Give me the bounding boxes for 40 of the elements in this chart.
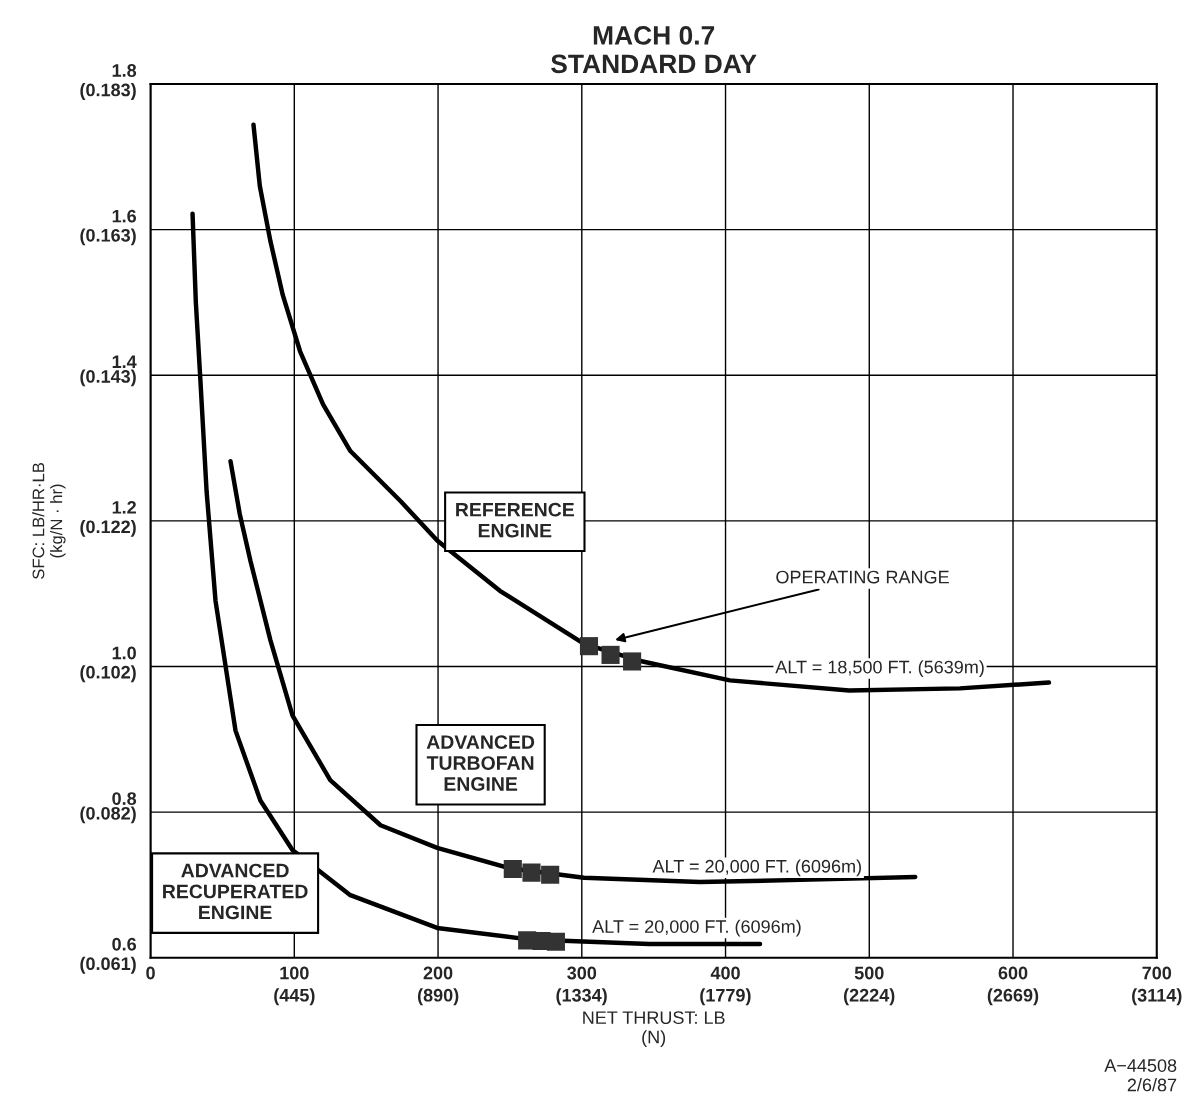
y2-tick-label: (0.143)	[80, 369, 136, 387]
y-tick-label: 1.0	[112, 646, 136, 660]
y2-tick-label: (0.082)	[80, 806, 136, 824]
y-tick-label: 1.4	[112, 355, 137, 368]
y2-tick-label: (0.163)	[80, 228, 136, 246]
x2-tick-label: (2224)	[843, 988, 895, 1006]
x2-tick-label: (890)	[417, 988, 459, 1006]
annotation: ADVANCED RECUPERATED ENGINE	[163, 863, 308, 920]
annotation: REFERENCE ENGINE	[456, 502, 575, 538]
annotation: OPERATING RANGE	[776, 570, 949, 584]
x2-tick-label: (1779)	[700, 988, 751, 1006]
x-tick-label: 600	[998, 966, 1028, 980]
y-tick-label: 1.8	[112, 64, 137, 77]
y2-tick-label: (0.061)	[80, 956, 136, 974]
x2-tick-label: (2669)	[987, 988, 1039, 1006]
chart-title: MACH 0.7 STANDARD DAY	[551, 26, 757, 74]
x2-tick-label: (445)	[274, 988, 315, 1006]
x-tick-label: 0	[146, 966, 155, 980]
y-tick-label: 1.2	[112, 500, 136, 514]
y2-tick-label: (0.102)	[80, 665, 136, 683]
text: A−44508 2/6/87	[1104, 1059, 1177, 1092]
y2-axis-title: SFC: LB/HR·LB (kg/N · hr)	[32, 463, 66, 579]
y2-tick-label: (0.122)	[80, 519, 136, 537]
x-tick-label: 500	[854, 966, 884, 980]
y-tick-label: 0.6	[112, 937, 137, 951]
x-tick-label: 200	[423, 966, 453, 980]
y2-tick-label: (0.183)	[80, 83, 136, 100]
x-axis-title: NET THRUST: LB (N)	[583, 1011, 725, 1048]
x-tick-label: 700	[1142, 966, 1172, 980]
annotation: ADVANCED TURBOFAN ENGINE	[426, 735, 535, 791]
x-tick-label: 400	[710, 966, 740, 980]
annotation: ALT = 18,500 FT. (5639m)	[775, 660, 984, 677]
x-tick-label: 100	[280, 966, 309, 980]
x-tick-label: 300	[567, 966, 597, 980]
x2-tick-label: (3114)	[1132, 988, 1182, 1006]
y-tick-label: 1.6	[112, 209, 137, 223]
x2-tick-label: (1334)	[556, 988, 607, 1006]
annotation: ALT = 20,000 FT. (6096m)	[592, 919, 801, 937]
annotation: ALT = 20,000 FT. (6096m)	[652, 859, 861, 877]
y-tick-label: 0.8	[112, 792, 137, 805]
